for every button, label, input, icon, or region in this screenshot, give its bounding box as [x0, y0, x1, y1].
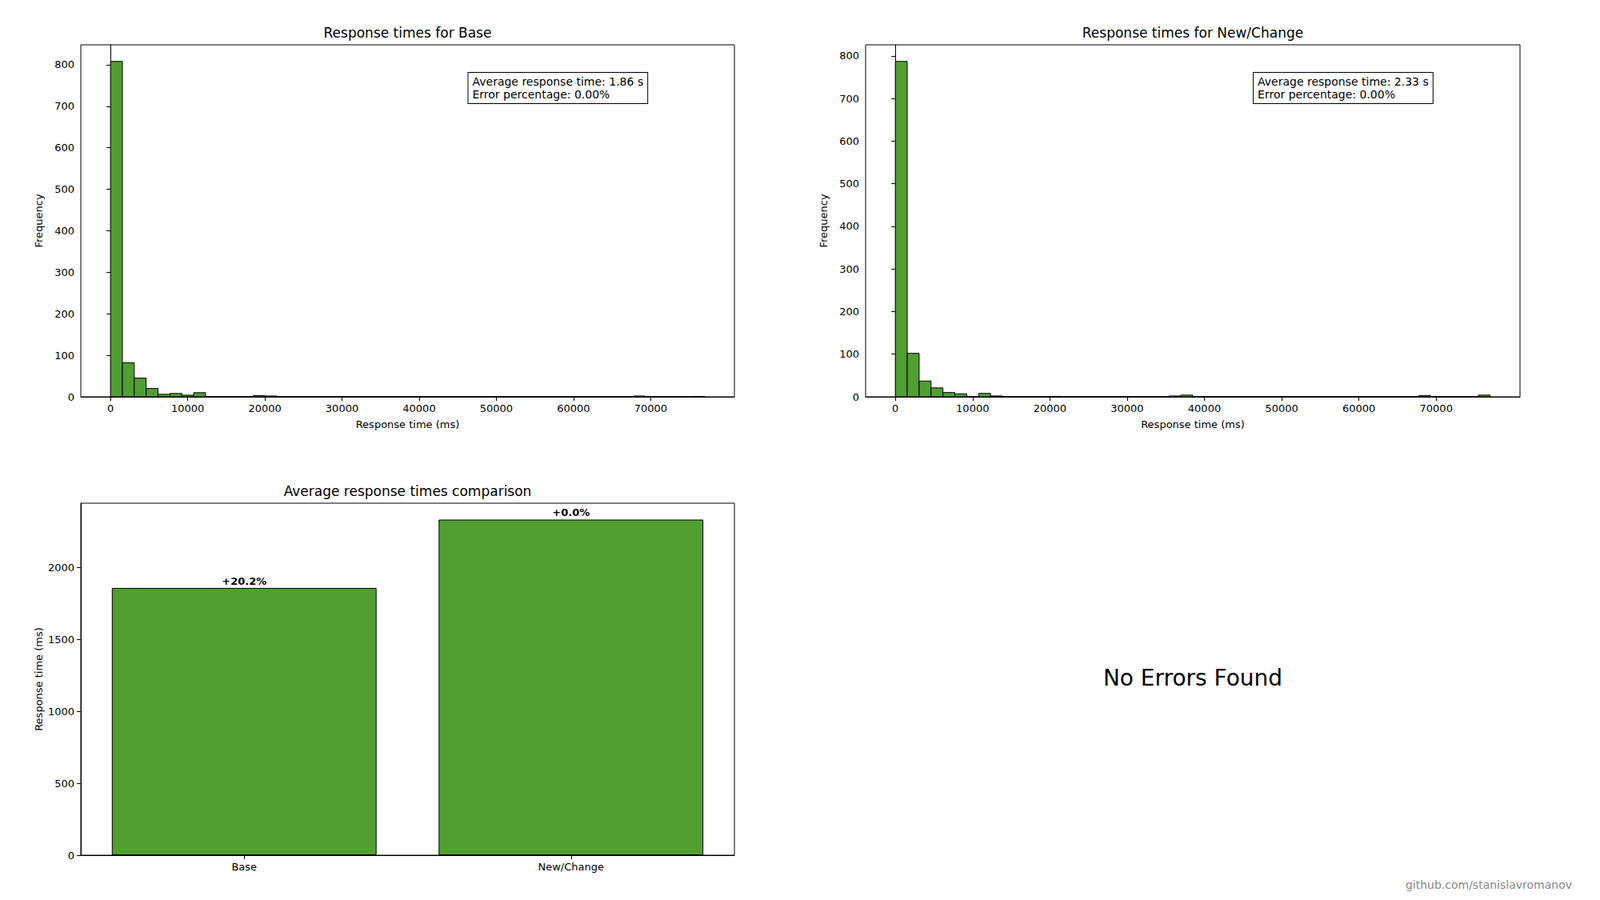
svg-text:500: 500	[54, 777, 75, 790]
svg-text:30000: 30000	[1110, 402, 1144, 415]
svg-text:50000: 50000	[480, 402, 513, 415]
svg-text:0: 0	[68, 391, 75, 404]
svg-text:10000: 10000	[171, 402, 204, 415]
svg-text:70000: 70000	[634, 402, 668, 415]
svg-text:20000: 20000	[1033, 402, 1067, 415]
svg-text:500: 500	[839, 177, 860, 190]
svg-text:0: 0	[107, 402, 114, 415]
svg-text:70000: 70000	[1420, 402, 1453, 415]
svg-text:100: 100	[839, 348, 860, 360]
svg-text:Response times for New/Change: Response times for New/Change	[1082, 24, 1304, 41]
svg-text:2000: 2000	[48, 561, 75, 574]
svg-text:1000: 1000	[48, 705, 75, 718]
svg-text:Error percentage: 0.00%: Error percentage: 0.00%	[1257, 88, 1396, 101]
svg-text:Average response time: 2.33 s: Average response time: 2.33 s	[1257, 75, 1429, 88]
svg-text:10000: 10000	[956, 402, 989, 415]
svg-text:40000: 40000	[1188, 402, 1221, 415]
svg-text:800: 800	[839, 49, 860, 62]
svg-text:Response time (ms): Response time (ms)	[356, 418, 460, 431]
svg-text:0: 0	[892, 402, 899, 415]
svg-text:Response time (ms): Response time (ms)	[1140, 418, 1245, 431]
svg-text:Response time (ms): Response time (ms)	[32, 627, 45, 732]
svg-text:+20.2%: +20.2%	[221, 575, 267, 588]
svg-text:500: 500	[54, 183, 75, 196]
svg-text:Frequency: Frequency	[817, 193, 830, 248]
svg-text:60000: 60000	[556, 402, 590, 415]
svg-text:Average response times compari: Average response times comparison	[284, 483, 532, 500]
svg-text:600: 600	[54, 141, 75, 154]
svg-text:github.com/stanislavromanov: github.com/stanislavromanov	[1405, 878, 1572, 892]
svg-text:Error percentage: 0.00%: Error percentage: 0.00%	[472, 88, 610, 101]
svg-text:+0.0%: +0.0%	[552, 506, 590, 519]
svg-text:40000: 40000	[402, 402, 436, 415]
svg-text:60000: 60000	[1342, 402, 1376, 415]
svg-text:Response times for Base: Response times for Base	[324, 24, 492, 41]
svg-text:Frequency: Frequency	[32, 193, 45, 248]
svg-text:30000: 30000	[325, 402, 359, 415]
svg-text:700: 700	[54, 100, 75, 112]
svg-text:200: 200	[54, 308, 75, 320]
svg-text:0: 0	[68, 849, 75, 862]
svg-text:New/Change: New/Change	[537, 860, 604, 873]
svg-text:1500: 1500	[48, 633, 75, 646]
svg-text:20000: 20000	[248, 402, 281, 415]
svg-text:Base: Base	[231, 860, 257, 873]
svg-text:300: 300	[54, 266, 75, 279]
svg-text:50000: 50000	[1264, 402, 1298, 415]
svg-text:No Errors Found: No Errors Found	[1103, 664, 1283, 692]
svg-text:200: 200	[839, 305, 860, 318]
svg-text:0: 0	[852, 391, 860, 404]
svg-text:400: 400	[839, 220, 860, 232]
svg-text:700: 700	[839, 92, 860, 105]
svg-text:400: 400	[54, 224, 75, 237]
svg-text:100: 100	[54, 349, 75, 362]
svg-text:800: 800	[54, 58, 75, 71]
svg-text:300: 300	[839, 263, 860, 276]
svg-text:600: 600	[839, 135, 860, 148]
svg-text:Average response time: 1.86 s: Average response time: 1.86 s	[472, 75, 644, 88]
